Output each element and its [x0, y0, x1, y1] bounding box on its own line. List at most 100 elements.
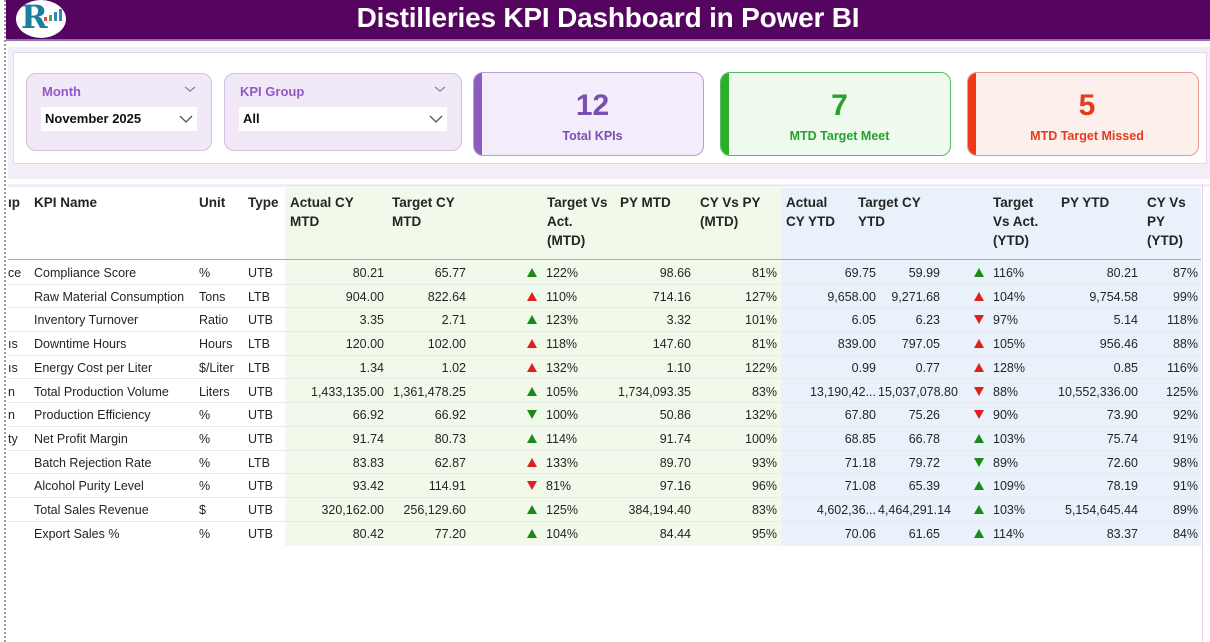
table-row[interactable]: Alcohol Purity Level% UTB 93.42 114.91 81% 97…: [8, 474, 1201, 498]
cell-target-mtd: 1.02: [441, 360, 466, 375]
cell-py-mtd: 97.16: [659, 479, 691, 494]
cell-py-mtd: 714.16: [652, 289, 691, 304]
column-header-group[interactable]: ıp: [8, 195, 20, 210]
chevron-down-icon[interactable]: [429, 112, 443, 126]
cell-tva-mtd: 118%: [546, 337, 578, 352]
cell-tva-ytd: 103%: [993, 503, 1025, 517]
cell-cyvspy-mtd: 81%: [751, 266, 777, 280]
cell-cyvspy-mtd: 93%: [751, 455, 777, 470]
row-separator: [8, 378, 1201, 380]
column-header-unit[interactable]: Unit: [199, 195, 226, 210]
month-value: November 2025: [45, 111, 142, 126]
cell-target-mtd: 1,361,478.25: [393, 384, 466, 399]
cell-actual-ytd: 69.75: [844, 266, 876, 280]
cell-tva-mtd: 133%: [546, 455, 578, 470]
cell-tva-ytd: 105%: [993, 337, 1025, 352]
month-slicer[interactable]: Month November 2025: [26, 73, 212, 151]
table-row[interactable]: ıs Energy Cost per Liter $/Liter LTB 1.34 1.0…: [8, 356, 1201, 380]
cell-actual-ytd: 67.80: [844, 408, 876, 423]
cell-target-mtd: 822.64: [427, 289, 466, 304]
column-header-cyvspy-ytd[interactable]: CY Vs PY (YTD): [1147, 193, 1186, 250]
cell-target-ytd: 15,037,078.80: [878, 384, 958, 399]
header-bar: R Distilleries KPI Dashboard in Power BI: [6, 0, 1210, 41]
cell-cyvspy-ytd: 88%: [1172, 337, 1198, 352]
triangle-up-icon: [974, 291, 984, 301]
triangle-up-icon: [974, 362, 984, 372]
table-row[interactable]: Inventory Turnover Ratio UTB 3.35 2.71 123% 3.…: [8, 308, 1201, 333]
cell-type: UTB: [248, 503, 273, 517]
column-header-tva-ytd[interactable]: Target Vs Act. (YTD): [993, 193, 1038, 250]
chevron-down-icon[interactable]: [179, 112, 193, 126]
cell-kpi: Production Efficiency: [34, 408, 151, 423]
triangle-down-icon: [527, 410, 537, 420]
cell-py-mtd: 1,734,093.35: [618, 384, 691, 399]
cell-target-ytd: 797.05: [901, 337, 940, 352]
mtd-target-missed-card: 5 MTD Target Missed: [967, 72, 1199, 156]
triangle-down-icon: [527, 481, 537, 491]
cell-type: UTB: [248, 408, 273, 423]
row-separator: [8, 354, 1201, 356]
cell-py-ytd: 10,552,336.00: [1058, 384, 1138, 399]
column-header-target-mtd[interactable]: Target CY MTD: [392, 193, 455, 231]
triangle-up-icon: [527, 315, 537, 325]
cell-unit: Hours: [199, 337, 233, 352]
table-row[interactable]: ce Compliance Score% UTB 80.21 65.77 122% 98.6…: [8, 261, 1201, 285]
cell-unit: %: [199, 479, 211, 494]
cell-group: ıs: [8, 337, 18, 352]
cell-target-mtd: 256,129.60: [403, 503, 466, 517]
column-header-kpi-name[interactable]: KPI Name: [34, 195, 98, 210]
cell-cyvspy-mtd: 83%: [751, 384, 777, 399]
column-header-target-ytd[interactable]: Target CY YTD: [858, 193, 921, 231]
column-header-line: PY YTD: [1061, 195, 1110, 210]
cell-cyvspy-ytd: 118%: [1166, 313, 1198, 328]
table-row[interactable]: Raw Material Consumption Tons LTB 904.00 822…: [8, 285, 1201, 309]
cell-target-ytd: 75.26: [908, 408, 940, 423]
triangle-down-icon: [974, 457, 984, 467]
kpi-matrix-table: ıp KPI Name Unit Type Actual CY MTD Target CY M…: [8, 184, 1210, 642]
column-header-type[interactable]: Type: [248, 195, 279, 210]
cell-tva-ytd: 97%: [993, 313, 1019, 328]
cell-tva-ytd: 116%: [993, 266, 1025, 280]
column-header-tva-mtd[interactable]: Target Vs Act. (MTD): [547, 193, 608, 250]
column-header-line: Actual: [786, 195, 828, 210]
chevron-down-icon[interactable]: [433, 82, 447, 96]
table-row[interactable]: Export Sales %% UTB 80.42 77.20 104% 84.44 95%…: [8, 522, 1201, 546]
cell-py-ytd: 78.19: [1106, 479, 1138, 494]
month-dropdown[interactable]: November 2025: [41, 107, 197, 131]
column-header-line: MTD: [392, 214, 422, 229]
table-row[interactable]: n Total Production Volume Liters UTB 1,433,1…: [8, 380, 1201, 404]
triangle-down-icon: [974, 315, 984, 325]
canvas-left-border: [4, 0, 6, 642]
column-header-py-mtd[interactable]: PY MTD: [620, 193, 671, 212]
cell-target-mtd: 80.73: [434, 431, 466, 446]
table-row[interactable]: ıs Downtime Hours Hours LTB 120.00 102.00 118%…: [8, 332, 1201, 356]
cell-py-ytd: 9,754.58: [1089, 289, 1138, 304]
cell-tva-mtd: 114%: [546, 431, 578, 446]
column-header-line: (MTD): [547, 233, 586, 248]
column-header-cyvspy-mtd[interactable]: CY Vs PY (MTD): [700, 193, 761, 231]
cell-cyvspy-mtd: 81%: [751, 337, 777, 352]
table-row[interactable]: n Production Efficiency% UTB 66.92 66.92 100%…: [8, 403, 1201, 427]
column-header-actual-mtd[interactable]: Actual CY MTD: [290, 193, 354, 231]
table-row[interactable]: Batch Rejection Rate% LTB 83.83 62.87 133% 89…: [8, 451, 1201, 475]
column-header-line: CY Vs: [1147, 195, 1186, 210]
column-header-line: PY MTD: [620, 195, 671, 210]
cell-tva-ytd: 109%: [993, 479, 1025, 494]
table-row[interactable]: ty Net Profit Margin% UTB 91.74 80.73 114% 91.…: [8, 427, 1201, 451]
dashboard-title: Distilleries KPI Dashboard in Power BI: [356, 2, 860, 33]
triangle-up-icon: [527, 505, 537, 514]
mtd-target-meet-label: MTD Target Meet: [789, 129, 890, 143]
column-header-py-ytd[interactable]: PY YTD: [1061, 193, 1109, 212]
kpi-group-dropdown[interactable]: All: [239, 107, 447, 131]
chevron-down-icon[interactable]: [183, 82, 197, 96]
column-header-line: Vs Act.: [993, 214, 1039, 229]
cell-kpi: Alcohol Purity Level: [34, 479, 144, 494]
cell-unit: %: [199, 431, 211, 446]
cell-cyvspy-ytd: 98%: [1172, 455, 1198, 470]
cell-group: n: [8, 384, 15, 399]
cell-cyvspy-ytd: 116%: [1166, 360, 1198, 375]
table-row[interactable]: Total Sales Revenue $ UTB 320,162.00 256,129…: [8, 498, 1201, 522]
column-header-actual-ytd[interactable]: Actual CY YTD: [786, 193, 835, 231]
cell-actual-ytd: 71.18: [844, 455, 876, 470]
kpi-group-slicer[interactable]: KPI Group All: [224, 73, 462, 151]
